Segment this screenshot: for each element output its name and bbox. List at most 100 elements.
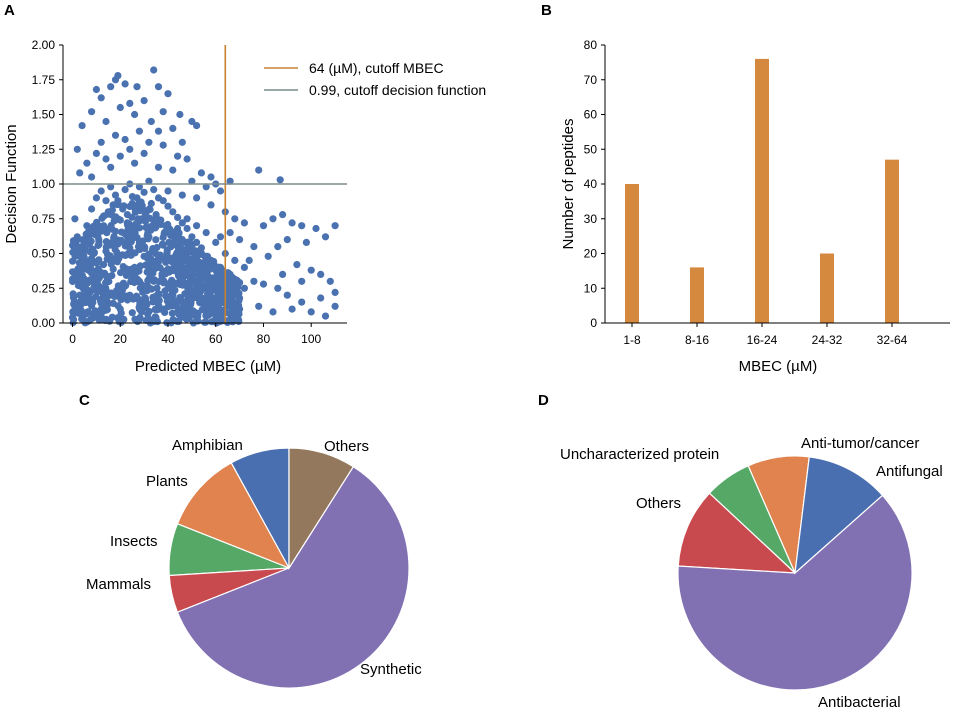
scatter-point — [298, 277, 306, 285]
scatter-point — [79, 254, 87, 262]
y-tick-label: 1.50 — [32, 108, 56, 122]
scatter-point — [82, 238, 90, 246]
scatter-point — [288, 305, 296, 313]
scatter-point — [86, 262, 95, 270]
scatter-point — [127, 277, 135, 286]
scatter-point — [128, 193, 136, 201]
scatter-point — [144, 310, 152, 318]
scatter-point — [87, 315, 95, 323]
scatter-point — [279, 270, 287, 278]
scatter-point — [140, 188, 148, 196]
scatter-point — [122, 271, 130, 279]
y-tick-label: 0.75 — [32, 212, 56, 226]
scatter-point — [107, 260, 115, 268]
scatter-point — [110, 239, 118, 247]
scatter-point — [94, 233, 102, 241]
scatter-point — [183, 224, 191, 233]
scatter-point — [231, 256, 239, 264]
scatter-point — [200, 303, 208, 311]
scatter-point — [184, 281, 192, 289]
scatter-point — [71, 301, 80, 309]
scatter-point — [269, 308, 277, 316]
scatter-point — [106, 317, 114, 325]
scatter-point — [156, 251, 164, 259]
scatter-point — [283, 236, 291, 244]
scatter-point — [97, 227, 105, 235]
scatter-point — [188, 177, 196, 185]
scatter-point — [240, 284, 248, 292]
scatter-point — [151, 305, 159, 314]
scatter-point — [176, 234, 184, 242]
scatter-point — [95, 316, 103, 324]
scatter-point — [164, 90, 172, 98]
scatter-point — [200, 294, 208, 302]
y-tick-label: 2.00 — [32, 38, 56, 52]
scatter-point — [293, 261, 301, 269]
scatter-point — [288, 219, 296, 227]
y-tick-label: 20 — [584, 247, 598, 261]
x-tick-label: 32-64 — [877, 333, 908, 347]
scatter-point — [154, 163, 163, 171]
x-tick-label: 40 — [161, 332, 175, 346]
scatter-point — [93, 259, 101, 267]
scatter-point — [147, 199, 155, 208]
scatter-point — [208, 275, 216, 283]
scatter-point — [259, 280, 268, 288]
scatter-point — [136, 262, 144, 270]
scatter-point — [69, 290, 77, 298]
scatter-point — [142, 223, 150, 232]
pie-slices — [677, 455, 913, 691]
scatter-point — [69, 268, 77, 276]
scatter-point — [307, 308, 315, 316]
scatter-point — [255, 302, 263, 310]
bar — [885, 159, 899, 323]
scatter-point — [224, 293, 232, 301]
panel-letter-a: A — [4, 2, 15, 19]
scatter-point — [114, 72, 122, 80]
scatter-point — [71, 215, 79, 223]
scatter-point — [78, 122, 86, 130]
x-tick-label: 0 — [69, 332, 76, 346]
scatter-point — [283, 291, 291, 299]
scatter-point — [150, 66, 158, 74]
scatter-point — [72, 250, 80, 258]
pie-label-insects: Insects — [110, 533, 158, 550]
y-tick-label: 1.00 — [32, 177, 56, 191]
scatter-point — [133, 234, 141, 242]
scatter-point — [131, 271, 139, 279]
scatter-point — [121, 186, 129, 194]
scatter-point — [164, 220, 172, 229]
scatter-point — [302, 238, 310, 246]
scatter-point — [157, 220, 165, 228]
scatter-point — [180, 313, 188, 321]
scatter-point — [255, 166, 263, 174]
scatter-point — [175, 317, 183, 326]
y-tick-label: 80 — [584, 38, 598, 52]
scatter-point — [76, 169, 84, 177]
scatter-point — [97, 187, 105, 195]
scatter-point — [197, 286, 205, 294]
pie-label-antibacterial: Antibacterial — [818, 694, 901, 711]
scatter-point — [233, 285, 241, 293]
scatter-point — [92, 149, 100, 157]
scatter-point — [133, 278, 141, 286]
scatter-point — [240, 219, 248, 227]
scatter-point — [98, 284, 107, 292]
scatter-point — [102, 279, 110, 287]
scatter-point — [193, 194, 201, 202]
scatter-point — [123, 265, 131, 273]
scatter-point — [89, 245, 97, 253]
scatter-point — [123, 219, 131, 227]
scatter-point — [117, 269, 125, 277]
scatter-point — [140, 97, 148, 105]
bar-panel: 0 10 20 30 40 50 60 70 80 1-8 8-16 16-24 24-32 32-64… — [560, 38, 950, 375]
scatter-point — [188, 240, 196, 249]
scatter-point — [121, 135, 129, 144]
y-ticks: 0 10 20 30 40 50 60 70 80 — [584, 38, 605, 330]
scatter-point — [146, 268, 154, 276]
scatter-point — [312, 224, 320, 233]
scatter-point — [140, 149, 148, 157]
bar — [755, 58, 769, 324]
scatter-point — [194, 268, 202, 277]
scatter-point — [131, 208, 139, 216]
